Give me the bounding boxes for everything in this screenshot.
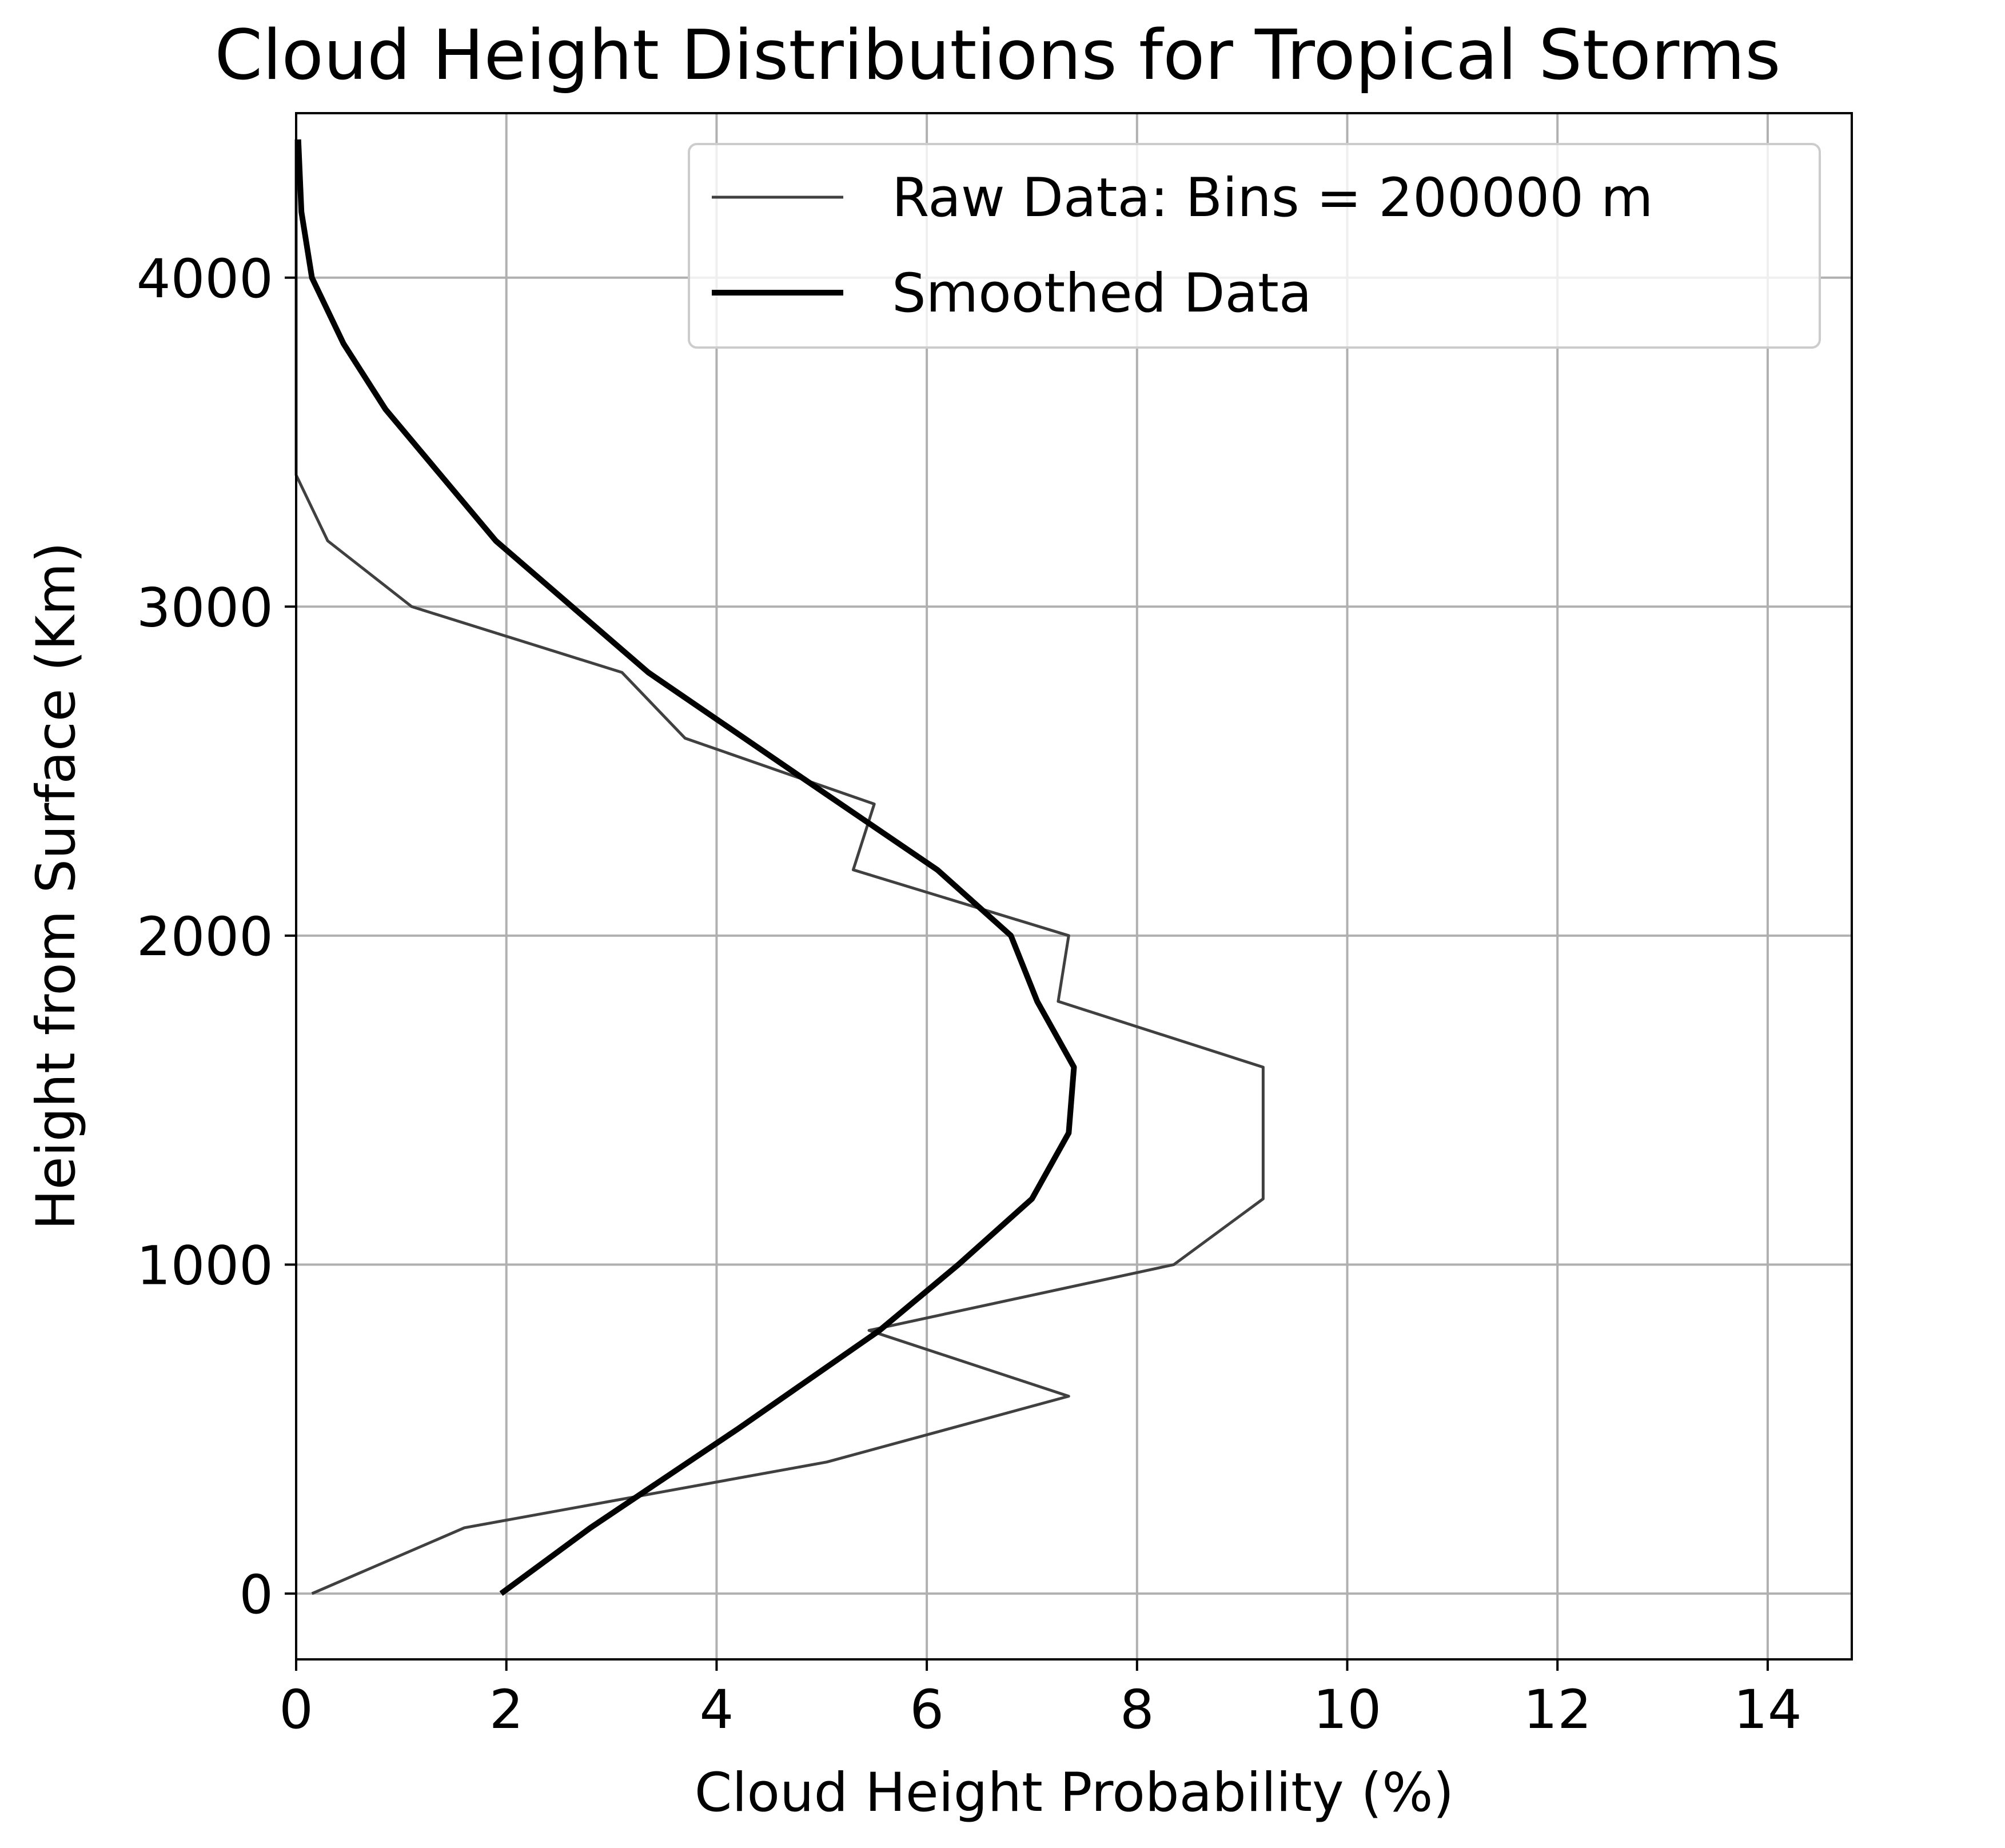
y-axis-label: Height from Surface (Km) [25, 542, 87, 1230]
x-tick-label: 12 [1523, 1679, 1592, 1741]
legend-label-raw: Raw Data: Bins = 200000 m [892, 167, 1653, 229]
x-axis-label: Cloud Height Probability (%) [695, 1762, 1454, 1824]
legend-label-smoothed: Smoothed Data [892, 262, 1312, 325]
y-tick-label: 3000 [137, 577, 273, 639]
x-tick-labels: 0 2 4 6 8 10 12 14 [279, 1679, 1802, 1741]
plot-frame [295, 112, 1853, 1661]
y-tick-labels: 0 1000 2000 3000 4000 [137, 248, 273, 1626]
chart-title: Cloud Height Distributions for Tropical … [214, 16, 1780, 95]
y-tick-label: 2000 [137, 906, 273, 968]
x-tick-label: 8 [1120, 1679, 1154, 1741]
y-tick-label: 1000 [137, 1235, 273, 1297]
axis-ticks [285, 276, 1769, 1671]
series-layer [294, 139, 1265, 1596]
raw-data-line [294, 139, 1265, 1595]
y-tick-label: 4000 [137, 248, 273, 310]
y-tick-label: 0 [239, 1564, 273, 1626]
x-tick-label: 2 [489, 1679, 524, 1741]
x-tick-label: 6 [910, 1679, 944, 1741]
x-tick-label: 4 [699, 1679, 734, 1741]
smoothed-data-line [295, 139, 1077, 1596]
legend: Raw Data: Bins = 200000 m Smoothed Data [688, 143, 1821, 349]
legend-box [688, 143, 1821, 349]
x-tick-label: 10 [1313, 1679, 1382, 1741]
x-tick-label: 0 [279, 1679, 313, 1741]
x-tick-label: 14 [1733, 1679, 1802, 1741]
